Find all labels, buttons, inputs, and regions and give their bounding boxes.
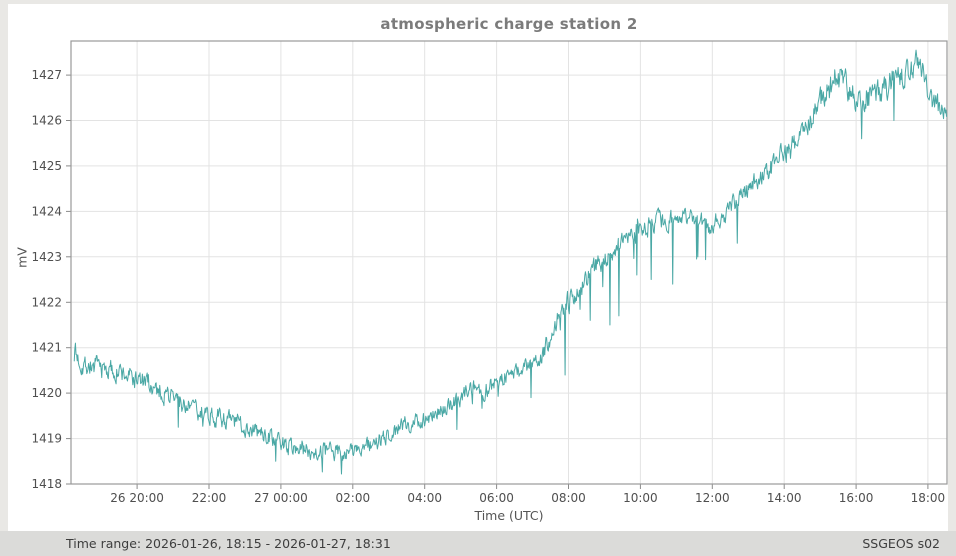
y-tick-label: 1418: [31, 477, 62, 491]
x-tick-label: 06:00: [479, 491, 514, 505]
x-tick-label: 04:00: [407, 491, 442, 505]
y-tick-label: 1426: [31, 114, 62, 128]
x-tick-label: 22:00: [192, 491, 227, 505]
y-tick-label: 1419: [31, 432, 62, 446]
data-line: [73, 49, 948, 475]
chart-title: atmospheric charge station 2: [380, 15, 638, 33]
station-label: SSGEOS s02: [862, 536, 940, 551]
x-tick-label: 26 20:00: [110, 491, 164, 505]
y-tick-label: 1422: [31, 295, 62, 309]
x-tick-label: 10:00: [623, 491, 658, 505]
tick-marks: [66, 74, 929, 489]
x-tick-label: 18:00: [911, 491, 946, 505]
footer-bar: Time range: 2026-01-26, 18:15 - 2026-01-…: [0, 531, 956, 556]
y-tick-label: 1427: [31, 68, 62, 82]
y-tick-label: 1421: [31, 341, 62, 355]
y-tick-label: 1424: [31, 204, 62, 218]
x-tick-label: 12:00: [695, 491, 730, 505]
x-axis-title: Time (UTC): [474, 508, 544, 523]
plot-area: 1418 1419 1420 1421 1422 1423 1424 1425 1426 1427…: [31, 40, 948, 505]
x-tick-label: 14:00: [767, 491, 802, 505]
y-tick-label: 1423: [31, 250, 62, 264]
y-tick-label: 1425: [31, 159, 62, 173]
x-tick-label: 08:00: [551, 491, 586, 505]
chart-figure: [8, 4, 948, 531]
x-tick-label: 27 00:00: [254, 491, 308, 505]
tick-labels: 1418 1419 1420 1421 1422 1423 1424 1425 1426 1427…: [31, 68, 945, 505]
time-range-label: Time range: 2026-01-26, 18:15 - 2026-01-…: [66, 536, 391, 551]
y-axis-title: mV: [14, 247, 30, 268]
y-tick-label: 1420: [31, 386, 62, 400]
x-tick-label: 02:00: [336, 491, 371, 505]
x-tick-label: 16:00: [839, 491, 874, 505]
plot-frame: [70, 40, 948, 485]
